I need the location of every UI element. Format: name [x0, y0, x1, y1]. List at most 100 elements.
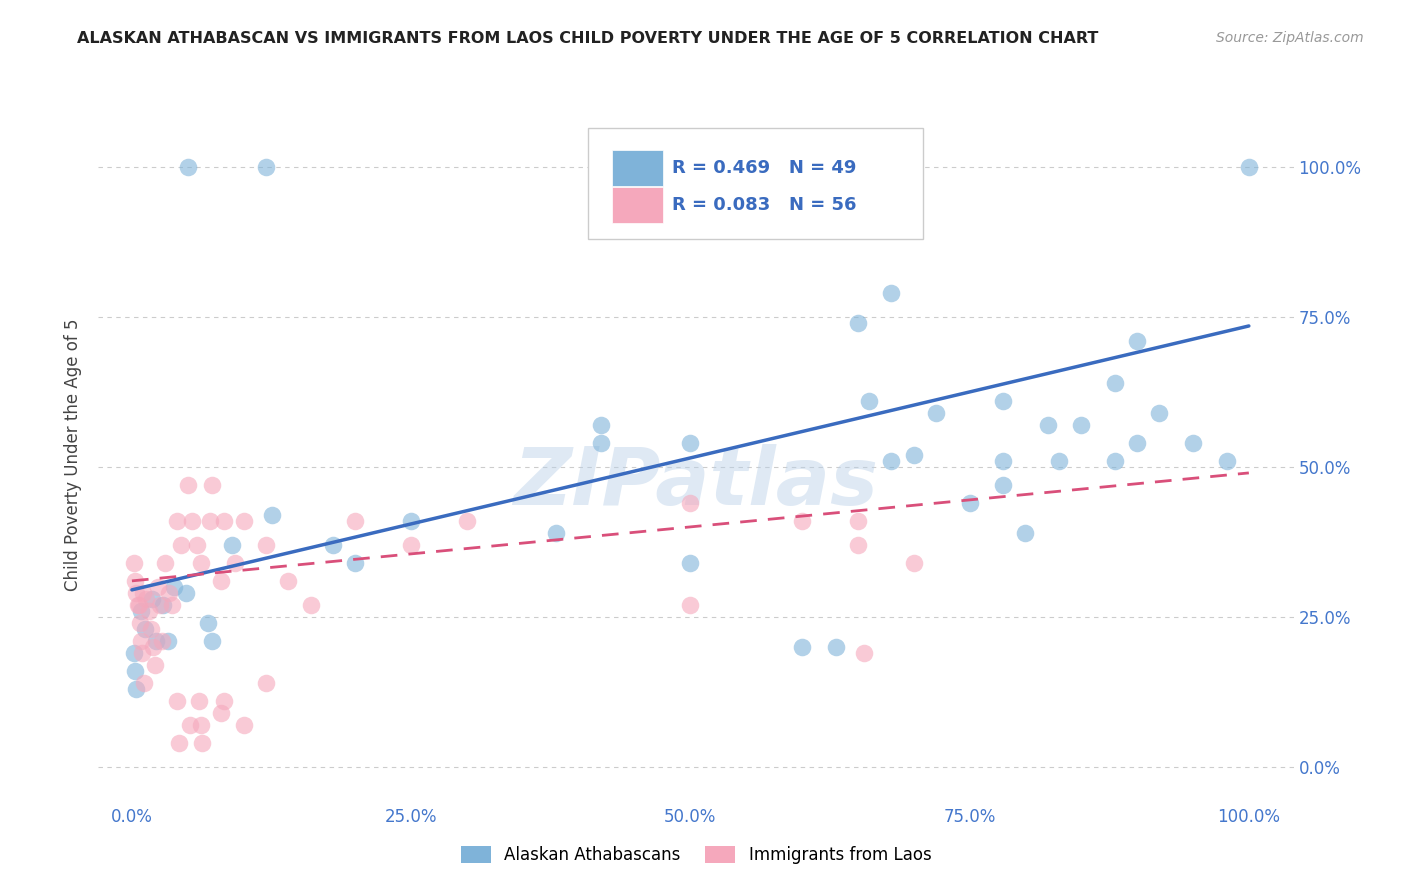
- Point: [145, 657, 167, 672]
- Point: [138, 604, 160, 618]
- Point: [150, 633, 173, 648]
- Point: [124, 574, 146, 588]
- Point: [1149, 406, 1171, 420]
- Point: [179, 718, 201, 732]
- Text: R = 0.083   N = 56: R = 0.083 N = 56: [672, 196, 856, 214]
- Point: [152, 598, 174, 612]
- Y-axis label: Child Poverty Under the Age of 5: Child Poverty Under the Age of 5: [65, 318, 83, 591]
- Point: [197, 615, 219, 630]
- Point: [1104, 376, 1126, 390]
- Point: [186, 538, 208, 552]
- Point: [254, 160, 277, 174]
- Point: [846, 316, 869, 330]
- Point: [209, 706, 232, 720]
- FancyBboxPatch shape: [589, 128, 922, 239]
- Point: [181, 514, 204, 528]
- Point: [125, 681, 148, 696]
- Point: [198, 514, 221, 528]
- FancyBboxPatch shape: [613, 187, 662, 223]
- FancyBboxPatch shape: [613, 150, 662, 186]
- Text: Source: ZipAtlas.com: Source: ZipAtlas.com: [1216, 31, 1364, 45]
- Point: [880, 454, 903, 468]
- Point: [903, 448, 925, 462]
- Point: [201, 633, 224, 648]
- Point: [589, 417, 612, 432]
- Point: [167, 736, 190, 750]
- Point: [134, 676, 156, 690]
- Point: [991, 454, 1014, 468]
- Point: [191, 736, 214, 750]
- Point: [190, 718, 212, 732]
- Point: [925, 406, 948, 420]
- Legend: Alaskan Athabascans, Immigrants from Laos: Alaskan Athabascans, Immigrants from Lao…: [461, 846, 931, 864]
- Point: [131, 646, 153, 660]
- Point: [221, 538, 243, 552]
- Point: [209, 574, 232, 588]
- Point: [122, 646, 145, 660]
- Point: [299, 598, 322, 612]
- Point: [139, 622, 162, 636]
- Point: [858, 393, 880, 408]
- Point: [201, 478, 224, 492]
- Point: [399, 538, 422, 552]
- Point: [177, 478, 200, 492]
- Point: [232, 514, 254, 528]
- Point: [146, 580, 169, 594]
- Point: [852, 646, 875, 660]
- Point: [903, 556, 925, 570]
- Point: [156, 633, 179, 648]
- Point: [546, 525, 568, 540]
- Point: [174, 586, 197, 600]
- Point: [846, 538, 869, 552]
- Point: [166, 694, 188, 708]
- Point: [344, 556, 367, 570]
- Text: ALASKAN ATHABASCAN VS IMMIGRANTS FROM LAOS CHILD POVERTY UNDER THE AGE OF 5 CORR: ALASKAN ATHABASCAN VS IMMIGRANTS FROM LA…: [77, 31, 1098, 46]
- Point: [790, 640, 813, 654]
- Point: [134, 622, 156, 636]
- Point: [1237, 160, 1260, 174]
- Point: [1215, 454, 1237, 468]
- Point: [145, 633, 167, 648]
- Point: [122, 556, 145, 570]
- Point: [322, 538, 344, 552]
- Point: [1070, 417, 1092, 432]
- Point: [679, 496, 702, 510]
- Text: R = 0.469   N = 49: R = 0.469 N = 49: [672, 160, 856, 178]
- Point: [187, 694, 209, 708]
- Point: [177, 160, 200, 174]
- Point: [157, 586, 180, 600]
- Point: [790, 514, 813, 528]
- Point: [1126, 436, 1149, 450]
- Point: [1104, 454, 1126, 468]
- Point: [1047, 454, 1070, 468]
- Point: [277, 574, 299, 588]
- Point: [170, 538, 193, 552]
- Point: [399, 514, 422, 528]
- Point: [142, 640, 165, 654]
- Point: [959, 496, 981, 510]
- Point: [135, 591, 157, 606]
- Point: [679, 598, 702, 612]
- Point: [1036, 417, 1059, 432]
- Point: [129, 633, 152, 648]
- Point: [254, 538, 277, 552]
- Point: [260, 508, 283, 522]
- Point: [344, 514, 367, 528]
- Point: [128, 615, 150, 630]
- Point: [212, 694, 235, 708]
- Point: [991, 478, 1014, 492]
- Point: [1126, 334, 1149, 348]
- Point: [824, 640, 846, 654]
- Point: [129, 604, 152, 618]
- Point: [679, 556, 702, 570]
- Point: [160, 598, 183, 612]
- Point: [1014, 525, 1036, 540]
- Point: [254, 676, 277, 690]
- Point: [128, 598, 150, 612]
- Point: [141, 591, 163, 606]
- Point: [232, 718, 254, 732]
- Point: [846, 514, 869, 528]
- Point: [456, 514, 478, 528]
- Point: [190, 556, 212, 570]
- Point: [224, 556, 246, 570]
